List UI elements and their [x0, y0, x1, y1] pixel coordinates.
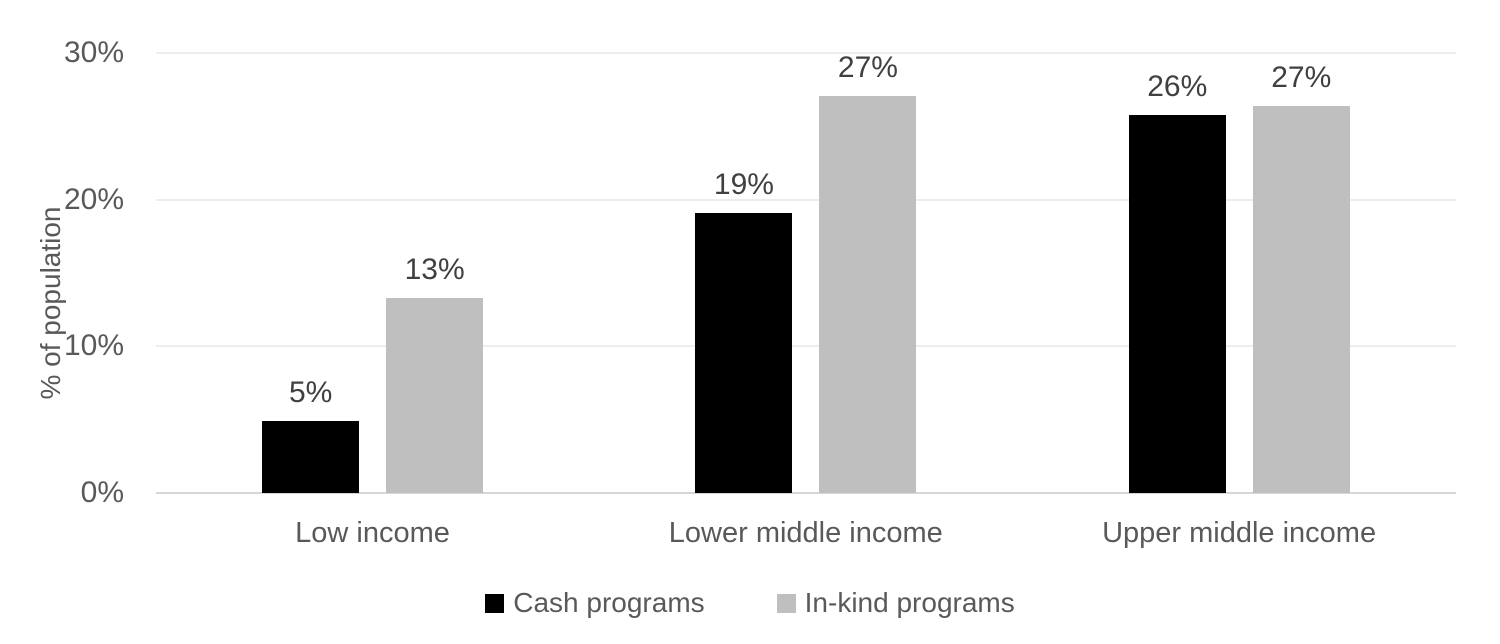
- data-label-cash-programs-lower-middle-income: 19%: [713, 167, 774, 201]
- legend-item-in-kind-programs: In-kind programs: [776, 587, 1015, 618]
- data-label-cash-programs-upper-middle-income: 26%: [1147, 69, 1208, 103]
- legend-swatch-in-kind-programs: [776, 593, 796, 613]
- y-tick-label-30: 30%: [63, 36, 124, 69]
- bar-in-kind-programs-upper-middle-income: [1252, 105, 1350, 493]
- x-axis-line: [156, 492, 1456, 494]
- data-label-in-kind-programs-low-income: 13%: [404, 252, 465, 286]
- bar-cash-programs-lower-middle-income: [695, 212, 793, 493]
- legend-label-in-kind-programs: In-kind programs: [804, 587, 1015, 618]
- bar-in-kind-programs-low-income: [386, 297, 484, 493]
- data-label-in-kind-programs-upper-middle-income: 27%: [1271, 60, 1332, 94]
- legend-label-cash-programs: Cash programs: [513, 587, 705, 618]
- legend-swatch-cash-programs: [485, 593, 505, 613]
- legend: Cash programs In-kind programs: [0, 588, 1500, 618]
- bar-cash-programs-upper-middle-income: [1128, 114, 1226, 493]
- y-tick-label-20: 20%: [63, 182, 124, 216]
- legend-item-cash-programs: Cash programs: [485, 587, 705, 618]
- gridline-30: [156, 52, 1456, 54]
- category-label-low-income: Low income: [295, 517, 450, 549]
- category-label-upper-middle-income: Upper middle income: [1102, 517, 1377, 549]
- y-tick-label-10: 10%: [63, 329, 124, 363]
- gridline-20: [156, 198, 1456, 201]
- bar-in-kind-programs-lower-middle-income: [819, 95, 917, 493]
- gridline-10: [156, 345, 1456, 348]
- category-label-lower-middle-income: Lower middle income: [668, 517, 943, 549]
- y-tick-label-0: 0%: [80, 476, 124, 509]
- bar-cash-programs-low-income: [262, 421, 360, 493]
- data-label-cash-programs-low-income: 5%: [288, 376, 333, 410]
- data-label-in-kind-programs-lower-middle-income: 27%: [837, 50, 898, 84]
